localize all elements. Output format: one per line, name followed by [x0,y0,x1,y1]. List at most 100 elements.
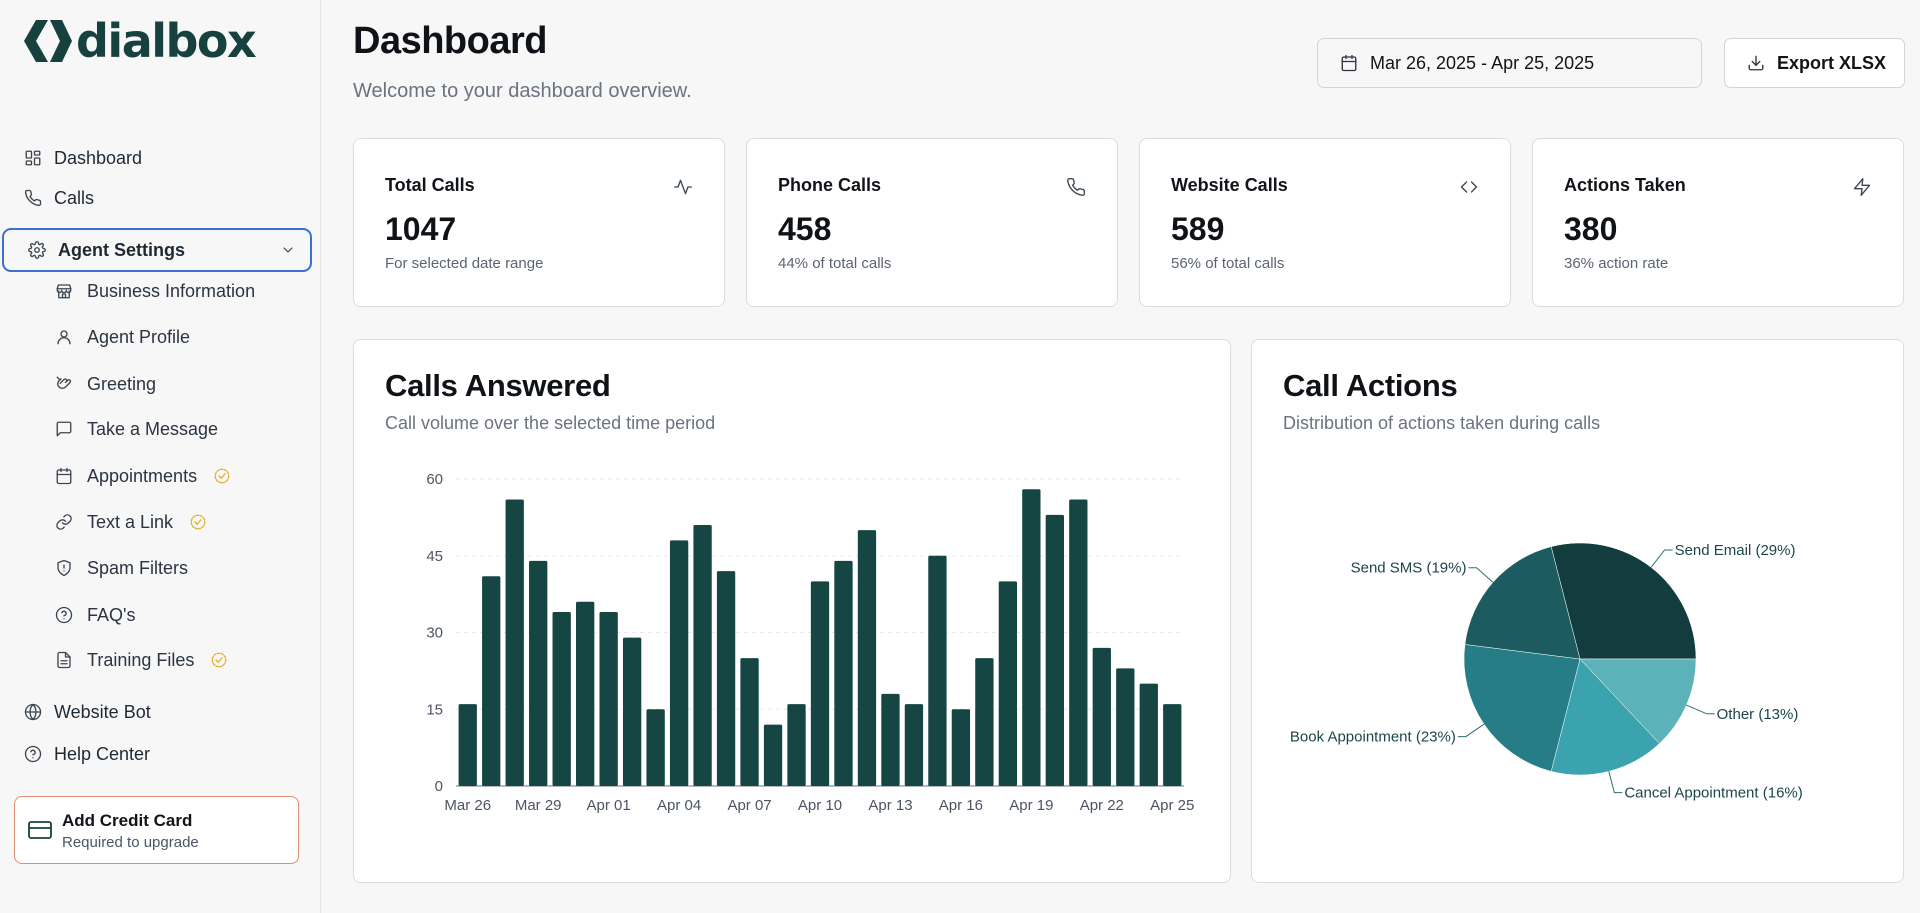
x-tick-label: Apr 22 [1080,797,1124,814]
bar[interactable] [1116,668,1135,786]
stat-value: 589 [1171,211,1225,247]
bar[interactable] [763,724,783,786]
sidebar-item-greeting[interactable]: Greeting [55,370,156,398]
credit-card-subtitle: Required to upgrade [62,834,199,851]
stat-subtitle: For selected date range [385,255,544,272]
credit-card-icon [28,820,52,840]
bar[interactable] [599,612,618,786]
calls-answered-card: 0 15 30 45 60 Mar 26 Mar 29 Apr 01 Apr 04 Apr 07 A… [353,339,1231,883]
bar[interactable] [998,581,1018,786]
bar[interactable] [669,540,689,786]
store-icon [55,282,73,300]
hand-icon [55,375,73,393]
sidebar-item-faqs[interactable]: FAQ's [55,601,135,629]
pie-slice-label: Other (13%) [1717,706,1799,723]
chart-subtitle: Distribution of actions taken during cal… [1283,413,1601,433]
bar[interactable] [576,601,595,786]
x-tick-label: Mar 26 [444,797,491,814]
bar[interactable] [529,560,548,786]
bar[interactable] [928,555,947,786]
sidebar-item-appointments[interactable]: Appointments [55,462,231,490]
bar[interactable] [505,499,524,786]
y-tick-label: 45 [426,548,443,565]
bar[interactable] [552,612,571,786]
bar[interactable] [458,704,477,786]
sidebar-item-label: Calls [54,187,95,208]
x-tick-label: Apr 01 [587,797,631,814]
bar[interactable] [834,560,853,786]
y-tick-label: 30 [426,625,443,642]
chevron-down-icon [280,242,296,258]
sidebar-item-label: Text a Link [87,511,174,532]
stat-card-website-calls: Website Calls 589 56% of total calls [1139,138,1511,307]
bar[interactable] [1045,514,1064,786]
bar[interactable] [646,709,665,786]
export-xlsx-button[interactable]: Export XLSX [1724,38,1905,88]
bar[interactable] [857,530,877,786]
download-icon [1747,54,1765,72]
shield-icon [55,559,73,577]
sidebar-item-training-files[interactable]: Training Files [55,646,228,674]
pie-slice[interactable] [1463,644,1581,772]
bar[interactable] [482,576,501,786]
sidebar-item-business-information[interactable]: Business Information [55,277,255,305]
pie-label-leader [1650,549,1673,568]
x-tick-label: Apr 25 [1150,797,1194,814]
pie-label-leader [1608,771,1623,794]
bar[interactable] [904,704,924,786]
pie-slice-label: Send Email (29%) [1675,542,1796,559]
bar[interactable] [787,704,806,786]
bar[interactable] [1022,489,1041,786]
sidebar-item-agent-profile[interactable]: Agent Profile [55,323,190,351]
stat-subtitle: 36% action rate [1564,255,1669,272]
stat-subtitle: 56% of total calls [1171,255,1285,272]
sidebar: dialbox Dashboard Calls Agent Settings B… [0,0,321,913]
stat-value: 380 [1564,211,1618,247]
sidebar-item-dashboard[interactable]: Dashboard [24,144,142,172]
chart-subtitle: Call volume over the selected time perio… [385,413,716,433]
bar[interactable] [740,658,759,786]
bar[interactable] [716,571,736,786]
sidebar-item-take-a-message[interactable]: Take a Message [55,415,218,443]
bar[interactable] [1069,499,1088,786]
bar[interactable] [1092,647,1111,786]
date-range-picker[interactable]: Mar 26, 2025 - Apr 25, 2025 [1317,38,1702,88]
bar[interactable] [951,709,971,786]
page-subtitle: Welcome to your dashboard overview. [353,80,692,102]
user-icon [55,328,73,346]
x-tick-label: Apr 13 [868,797,912,814]
bar[interactable] [622,637,642,786]
page-title: Dashboard [353,20,547,62]
pie-slice-label: Cancel Appointment (16%) [1624,785,1802,802]
bar[interactable] [975,658,994,786]
pie-label-leader [1686,704,1715,715]
bar[interactable] [1139,683,1158,786]
sidebar-item-website-bot[interactable]: Website Bot [24,698,151,726]
sidebar-item-label: Appointments [87,465,198,486]
bar[interactable] [693,525,712,786]
sidebar-item-help-center[interactable]: Help Center [24,740,150,768]
sidebar-item-label: Dashboard [54,147,143,168]
stat-title: Actions Taken [1564,175,1686,195]
call-actions-chart: Send Email (29%) Other (13%) Cancel Appoin… [1290,542,1803,802]
sidebar-item-label: Spam Filters [87,557,189,578]
bar[interactable] [881,693,900,786]
sidebar-item-spam-filters[interactable]: Spam Filters [55,554,188,582]
help-icon [24,745,42,763]
chart-title: Call Actions [1283,368,1458,403]
sidebar-item-text-a-link[interactable]: Text a Link [55,508,207,536]
bar[interactable] [1163,704,1182,786]
bar[interactable] [810,581,830,786]
pie-slice[interactable] [1550,658,1660,776]
sidebar-item-label: FAQ's [87,604,136,625]
add-credit-card-button[interactable]: Add Credit Card Required to upgrade [14,796,299,864]
stat-card-total-calls: Total Calls 1047 For selected date range [353,138,725,307]
brand-logo[interactable]: dialbox [24,18,257,64]
x-tick-label: Apr 04 [657,797,701,814]
sidebar-item-agent-settings[interactable]: Agent Settings [2,228,312,272]
pie-slice[interactable] [1579,658,1697,744]
sidebar-item-calls[interactable]: Calls [24,184,94,212]
y-tick-label: 15 [426,701,443,718]
date-range-label: Mar 26, 2025 - Apr 25, 2025 [1370,52,1595,73]
sidebar-item-label: Agent Profile [87,326,191,347]
